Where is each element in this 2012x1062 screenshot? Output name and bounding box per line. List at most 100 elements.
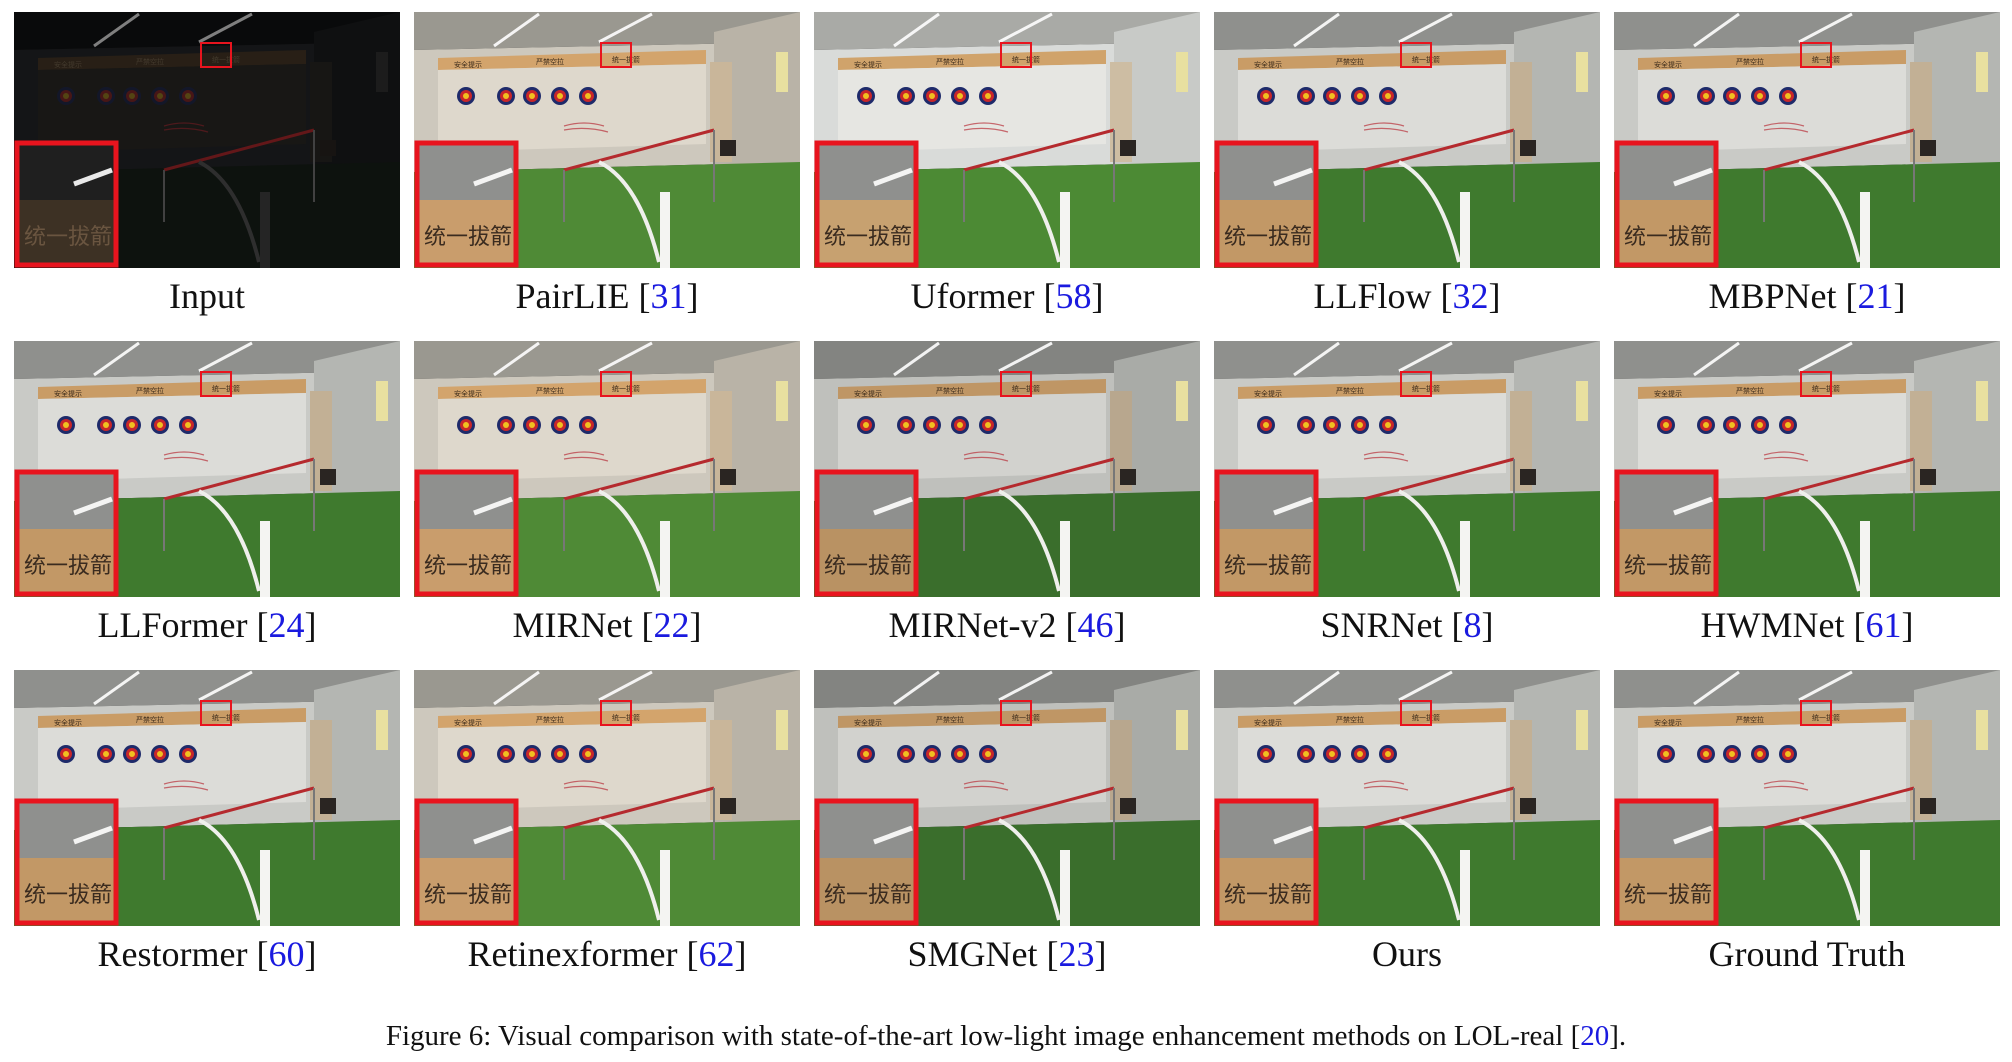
svg-text:严禁空拉: 严禁空拉 [936, 57, 964, 66]
svg-text:统一拔箭: 统一拔箭 [1624, 225, 1712, 250]
result-image: 安全提示 严禁空拉 统一拔箭 统一拔箭 [14, 341, 400, 597]
method-name: LLFormer [97, 605, 248, 645]
panel-caption: SNRNet [8] [1320, 605, 1494, 645]
citation-link[interactable]: 62 [698, 934, 735, 974]
result-image: 安全提示 严禁空拉 统一拔箭 统一拔箭 [414, 670, 800, 926]
citation-link[interactable]: 22 [653, 605, 690, 645]
result-image: 安全提示 严禁空拉 统一拔箭 统一拔箭 [14, 12, 400, 268]
panel-hwmnet: 安全提示 严禁空拉 统一拔箭 统一拔箭 HWMNet [61] [1614, 341, 2000, 670]
result-image: 安全提示 严禁空拉 统一拔箭 统一拔箭 [814, 12, 1200, 268]
method-name: MBPNet [1708, 276, 1837, 316]
panel-caption: Ours [1214, 934, 1600, 974]
svg-text:安全提示: 安全提示 [54, 60, 82, 69]
svg-text:统一拔箭: 统一拔箭 [612, 55, 640, 64]
svg-text:统一拔箭: 统一拔箭 [1412, 55, 1440, 64]
svg-text:严禁空拉: 严禁空拉 [1336, 715, 1364, 724]
citation-link[interactable]: 32 [1452, 276, 1489, 316]
svg-text:严禁空拉: 严禁空拉 [136, 57, 164, 66]
svg-text:统一拔箭: 统一拔箭 [1412, 384, 1440, 393]
svg-text:统一拔箭: 统一拔箭 [24, 554, 112, 579]
svg-text:统一拔箭: 统一拔箭 [1624, 883, 1712, 908]
panel-caption: PairLIE [31] [515, 276, 699, 316]
svg-text:统一拔箭: 统一拔箭 [824, 225, 912, 250]
citation-link[interactable]: 8 [1463, 605, 1482, 645]
comparison-grid: 安全提示 严禁空拉 统一拔箭 统一拔箭 Input 安全提示 严禁空拉 统一拔箭 统一拔箭 Pai… [14, 12, 2000, 999]
svg-text:统一拔箭: 统一拔箭 [612, 713, 640, 722]
panel-smgnet: 安全提示 严禁空拉 统一拔箭 统一拔箭 SMGNet [23] [814, 670, 1200, 999]
svg-text:统一拔箭: 统一拔箭 [424, 554, 512, 579]
svg-text:安全提示: 安全提示 [854, 718, 882, 727]
svg-text:安全提示: 安全提示 [1654, 389, 1682, 398]
svg-text:严禁空拉: 严禁空拉 [536, 715, 564, 724]
citation-link[interactable]: 31 [650, 276, 687, 316]
panel-caption: MIRNet [22] [512, 605, 702, 645]
method-name: Uformer [910, 276, 1035, 316]
svg-text:统一拔箭: 统一拔箭 [1624, 554, 1712, 579]
method-name: LLFlow [1313, 276, 1432, 316]
figure-caption-text: Figure 6: Visual comparison with state-o… [385, 1020, 1581, 1052]
zoom-inset: 统一拔箭 [1214, 140, 1319, 268]
result-image: 安全提示 严禁空拉 统一拔箭 统一拔箭 [1214, 12, 1600, 268]
panel-ours: 安全提示 严禁空拉 统一拔箭 统一拔箭 Ours [1214, 670, 1600, 999]
panel-mbpnet: 安全提示 严禁空拉 统一拔箭 统一拔箭 MBPNet [21] [1614, 12, 2000, 341]
panel-llformer: 安全提示 严禁空拉 统一拔箭 统一拔箭 LLFormer [24] [14, 341, 400, 670]
svg-text:统一拔箭: 统一拔箭 [1812, 55, 1840, 64]
citation-link[interactable]: 61 [1865, 605, 1902, 645]
svg-text:统一拔箭: 统一拔箭 [1224, 225, 1312, 250]
result-image: 安全提示 严禁空拉 统一拔箭 统一拔箭 [1614, 12, 2000, 268]
svg-text:统一拔箭: 统一拔箭 [824, 883, 912, 908]
method-name: Restormer [97, 934, 248, 974]
svg-text:安全提示: 安全提示 [454, 60, 482, 69]
svg-text:安全提示: 安全提示 [454, 718, 482, 727]
zoom-inset: 统一拔箭 [414, 469, 519, 597]
panel-input: 安全提示 严禁空拉 统一拔箭 统一拔箭 Input [14, 12, 400, 341]
svg-text:严禁空拉: 严禁空拉 [1736, 386, 1764, 395]
svg-text:统一拔箭: 统一拔箭 [1224, 883, 1312, 908]
panel-caption: Retinexformer [62] [467, 934, 747, 974]
figure-caption: Figure 6: Visual comparison with state-o… [0, 1020, 2012, 1052]
zoom-inset: 统一拔箭 [414, 140, 519, 268]
citation-link[interactable]: 23 [1058, 934, 1095, 974]
panel-pairlie: 安全提示 严禁空拉 统一拔箭 统一拔箭 PairLIE [31] [414, 12, 800, 341]
zoom-inset: 统一拔箭 [1614, 798, 1719, 926]
result-image: 安全提示 严禁空拉 统一拔箭 统一拔箭 [1214, 341, 1600, 597]
citation-link[interactable]: 58 [1055, 276, 1092, 316]
svg-text:安全提示: 安全提示 [1654, 718, 1682, 727]
method-name: MIRNet [512, 605, 633, 645]
method-name: SMGNet [907, 934, 1038, 974]
panel-caption: SMGNet [23] [907, 934, 1107, 974]
zoom-inset: 统一拔箭 [814, 469, 919, 597]
svg-text:安全提示: 安全提示 [1654, 60, 1682, 69]
zoom-inset: 统一拔箭 [14, 469, 119, 597]
citation-link[interactable]: 24 [268, 605, 305, 645]
citation-link[interactable]: 60 [268, 934, 305, 974]
svg-text:统一拔箭: 统一拔箭 [1012, 384, 1040, 393]
panel-mirnet: 安全提示 严禁空拉 统一拔箭 统一拔箭 MIRNet [22] [414, 341, 800, 670]
panel-caption: Ground Truth [1614, 934, 2000, 974]
svg-text:统一拔箭: 统一拔箭 [24, 883, 112, 908]
zoom-inset: 统一拔箭 [14, 140, 119, 268]
panel-uformer: 安全提示 严禁空拉 统一拔箭 统一拔箭 Uformer [58] [814, 12, 1200, 341]
citation-link[interactable]: 21 [1857, 276, 1894, 316]
result-image: 安全提示 严禁空拉 统一拔箭 统一拔箭 [414, 341, 800, 597]
panel-snrnet: 安全提示 严禁空拉 统一拔箭 统一拔箭 SNRNet [8] [1214, 341, 1600, 670]
svg-text:统一拔箭: 统一拔箭 [24, 225, 112, 250]
svg-text:统一拔箭: 统一拔箭 [212, 55, 240, 64]
result-image: 安全提示 严禁空拉 统一拔箭 统一拔箭 [1214, 670, 1600, 926]
svg-text:统一拔箭: 统一拔箭 [424, 883, 512, 908]
result-image: 安全提示 严禁空拉 统一拔箭 统一拔箭 [414, 12, 800, 268]
result-image: 安全提示 严禁空拉 统一拔箭 统一拔箭 [1614, 670, 2000, 926]
method-name: SNRNet [1320, 605, 1443, 645]
svg-text:安全提示: 安全提示 [1254, 389, 1282, 398]
panel-caption: HWMNet [61] [1700, 605, 1914, 645]
panel-caption: Input [14, 276, 400, 316]
citation-link[interactable]: 46 [1077, 605, 1114, 645]
method-name: HWMNet [1700, 605, 1845, 645]
result-image: 安全提示 严禁空拉 统一拔箭 统一拔箭 [1614, 341, 2000, 597]
zoom-inset: 统一拔箭 [14, 798, 119, 926]
svg-text:严禁空拉: 严禁空拉 [936, 386, 964, 395]
panel-caption: Restormer [60] [97, 934, 317, 974]
citation-link[interactable]: 20 [1580, 1020, 1610, 1052]
method-name: Ground Truth [1708, 934, 1906, 974]
